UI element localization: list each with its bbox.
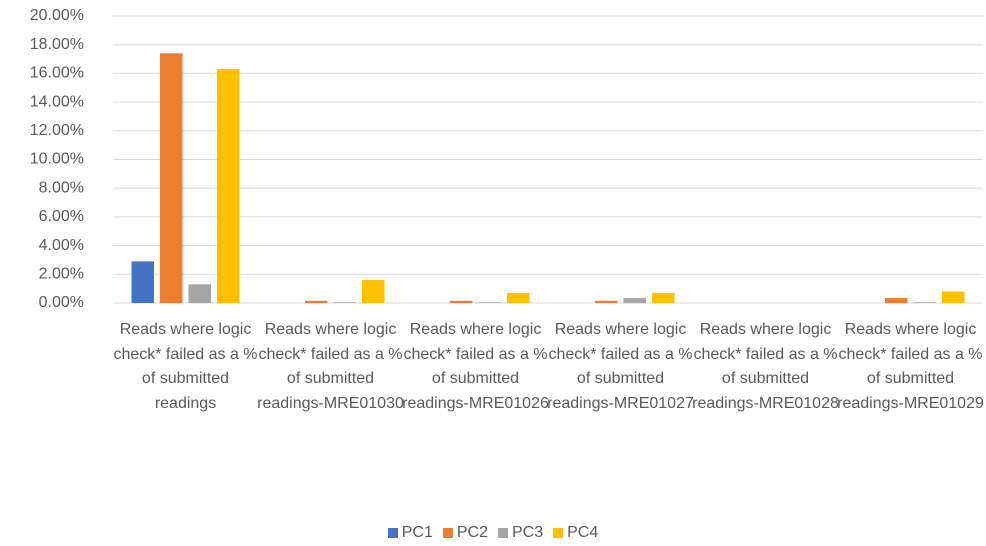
y-tick-label: 6.00% [39,208,84,225]
y-tick-label: 10.00% [30,151,84,168]
x-tick-label: Reads where logic check* failed as a % o… [837,321,984,412]
legend-swatch [498,528,508,538]
bar [885,297,908,303]
bar [362,280,385,303]
y-tick-label: 20.00% [30,7,84,24]
legend-item: PC2 [442,524,488,542]
bar [217,69,240,303]
y-tick-label: 2.00% [39,266,84,283]
y-tick-label: 16.00% [30,65,84,82]
y-tick-label: 14.00% [30,93,84,110]
legend-swatch [553,528,564,538]
bar [160,53,183,304]
legend-swatch [442,528,453,538]
legend-label: PC4 [567,524,599,541]
bar [507,292,530,303]
bar [450,300,473,303]
bar [305,300,328,303]
legend-label: PC3 [512,524,544,541]
y-tick-label: 12.00% [30,122,84,139]
bar [595,300,618,303]
legend-item: PC1 [387,524,433,542]
bar [652,292,675,303]
y-tick-label: 4.00% [39,237,84,254]
x-tick-label: Reads where logic check* failed as a % o… [257,321,404,412]
legend-label: PC2 [456,524,488,541]
x-tick-label: Reads where logic check* failed as a % o… [547,321,694,412]
y-tick-label: 18.00% [30,36,84,53]
y-tick-label: 0.00% [39,294,84,311]
legend: PC1 PC2 PC3 PC4 [0,524,986,542]
x-tick-label: Reads where logic check* failed as a % o… [692,321,839,412]
legend-swatch [387,528,398,538]
x-tick-label: Reads where logic check* failed as a % o… [402,321,549,412]
bar [478,302,501,303]
y-tick-label: 8.00% [39,179,84,196]
bar [333,302,356,303]
bar [942,291,965,303]
bar [131,261,154,303]
legend-label: PC1 [401,524,433,541]
x-tick-label: Reads where logic check* failed as a % o… [113,321,258,412]
bar [188,284,211,303]
legend-item: PC4 [553,524,598,542]
legend-item: PC3 [498,524,543,542]
bar [913,302,936,303]
bar [623,297,646,303]
